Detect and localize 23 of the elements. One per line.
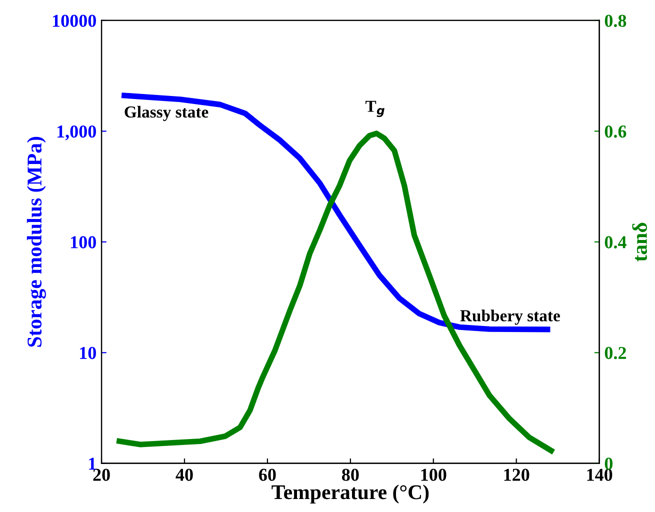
y-tick-label: 1 [89, 458, 96, 470]
y-axis-title: Storage modulus (MPa) [26, 136, 46, 347]
y-tick-label: 100 [71, 236, 96, 248]
x-tick-label: 140 [587, 468, 612, 481]
annotation: Rubbery state [460, 310, 560, 325]
y2-tick-label: 0.8 [604, 14, 626, 27]
x-axis-title: Temperature (°C) [272, 484, 429, 504]
x-tick-label: 60 [259, 468, 276, 481]
y2-tick-label: 0.2 [604, 346, 626, 360]
x-tick-label: 20 [93, 468, 110, 481]
annotation: Glassy state [124, 106, 208, 122]
y2-tick-label: 0.6 [604, 125, 626, 138]
x-tick-label: 100 [421, 468, 446, 481]
y-tick-label: 10 [80, 346, 96, 360]
x-tick-label: 40 [176, 468, 193, 481]
y2-axis-title: tanδ [632, 222, 648, 262]
y-tick-label: 1,000 [57, 125, 96, 140]
y2-tick-label: 0.4 [604, 236, 626, 248]
y-tick-label: 10000 [52, 14, 96, 27]
y2-tick-label: 0 [604, 458, 613, 470]
x-tick-label: 80 [342, 468, 359, 481]
annotation: T$_{g}$ [365, 100, 384, 118]
x-tick-label: 120 [504, 468, 530, 481]
